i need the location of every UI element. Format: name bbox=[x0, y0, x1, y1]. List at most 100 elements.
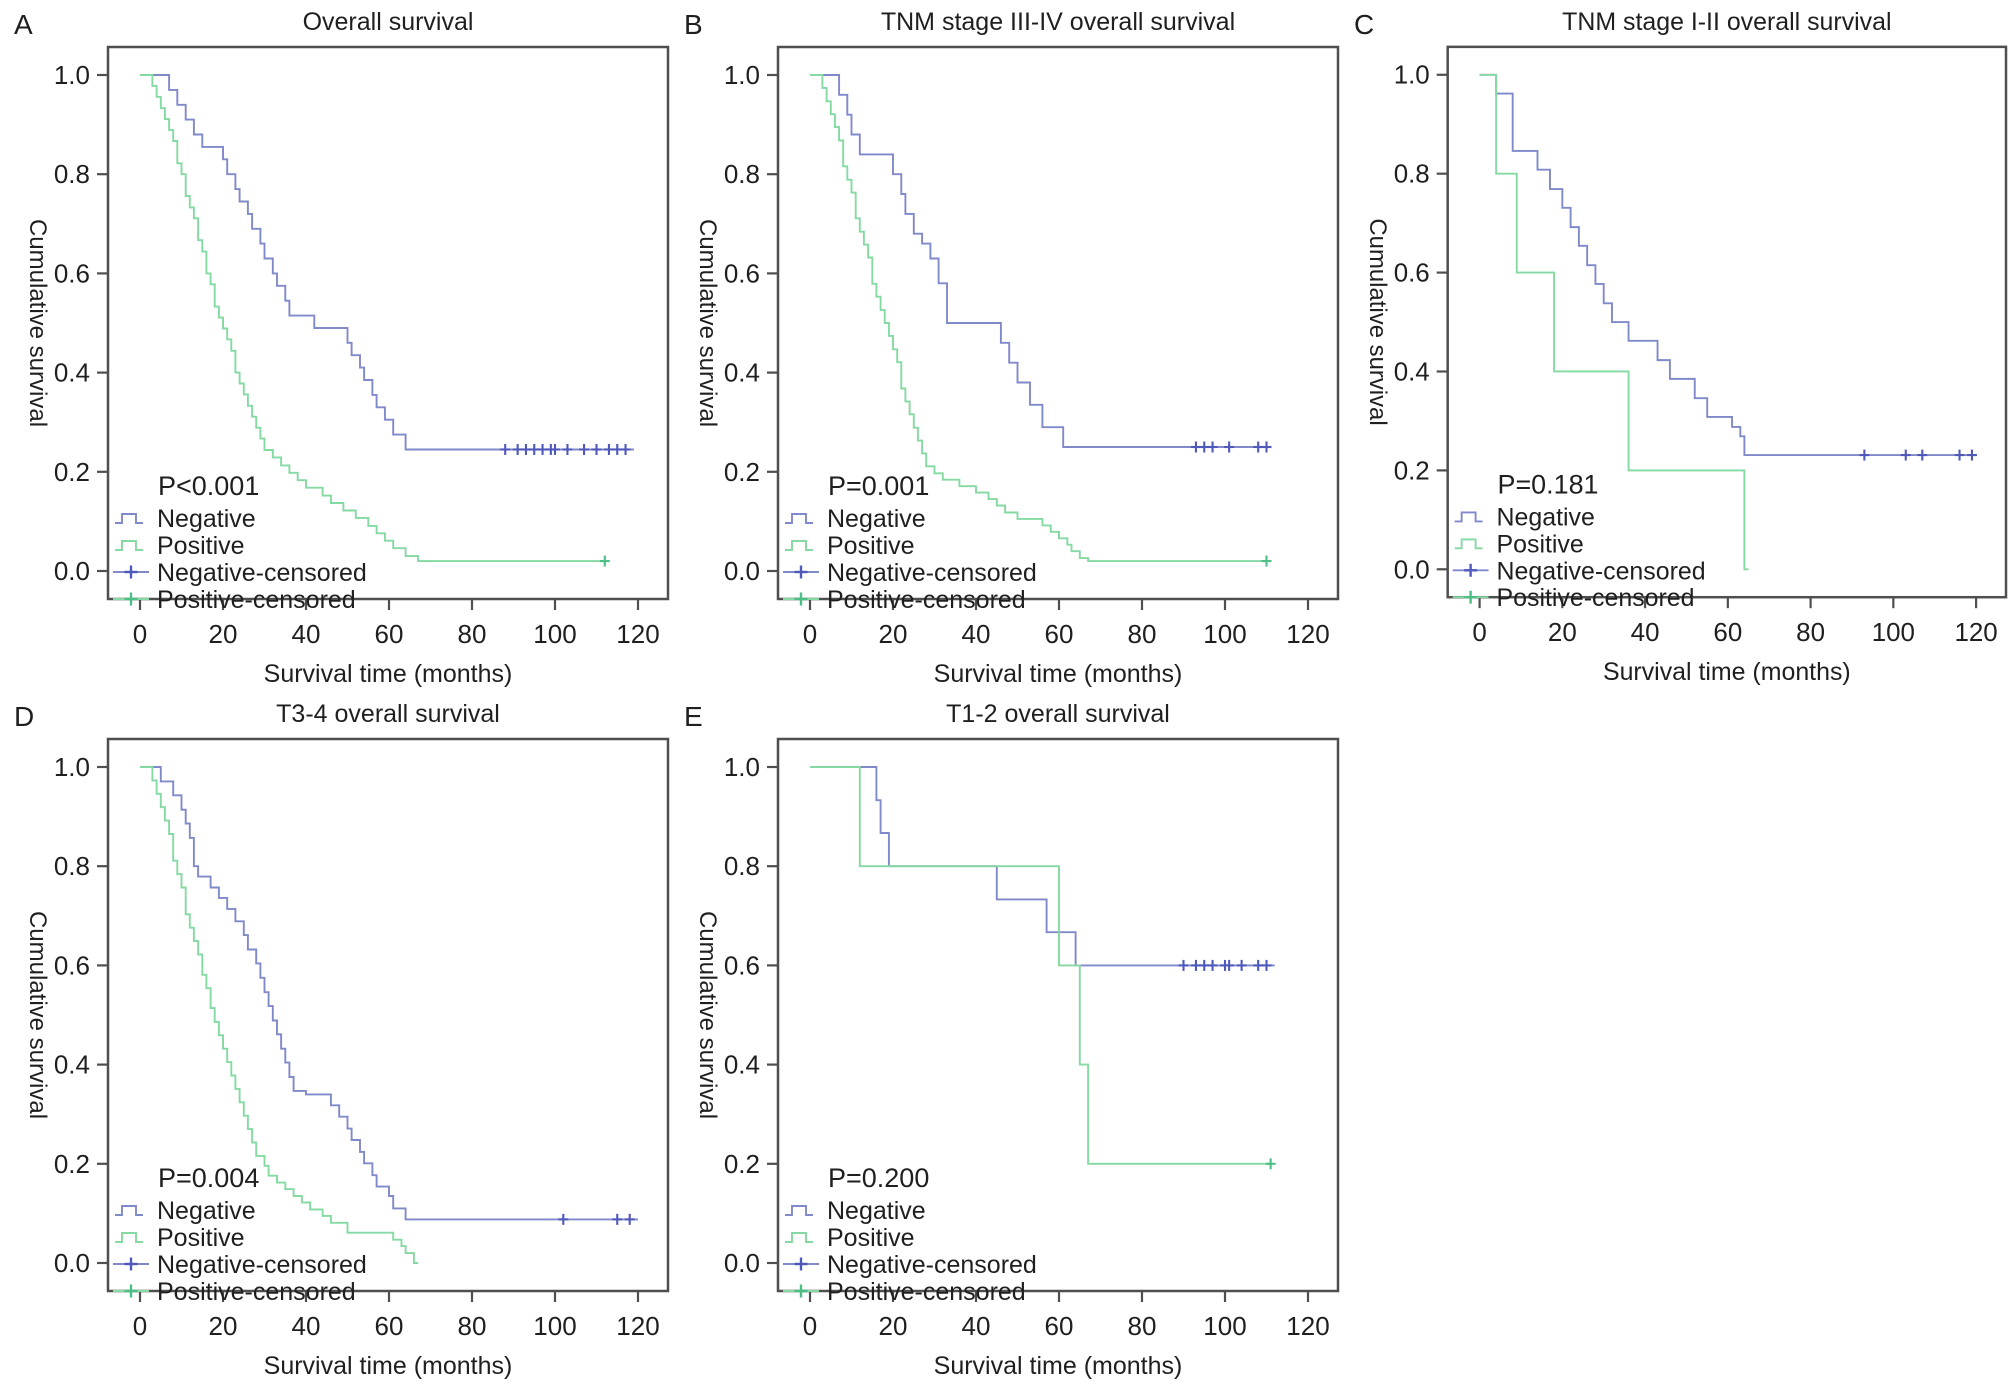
x-tick-label: 100 bbox=[533, 1311, 576, 1341]
x-tick-label: 20 bbox=[209, 1311, 238, 1341]
x-tick-label: 100 bbox=[1872, 619, 1915, 647]
y-tick-label: 0.8 bbox=[54, 851, 90, 881]
x-tick-label: 60 bbox=[375, 1311, 404, 1341]
y-tick-label: 0.8 bbox=[724, 851, 760, 881]
negative-key-icon bbox=[115, 513, 143, 524]
legend-label: Negative-censored bbox=[157, 1251, 367, 1279]
x-axis: 0 20 40 60 80 100 120 bbox=[133, 599, 660, 649]
legend-label: Negative bbox=[157, 1197, 256, 1225]
negative-key-icon bbox=[115, 1205, 143, 1216]
negative-curve bbox=[140, 74, 634, 451]
legend-label: Negative bbox=[1497, 503, 1595, 531]
x-tick-label: 40 bbox=[962, 1311, 991, 1341]
panel-a-cell: A Overall survival 1.0 0.8 0.6 0.4 0.2 0.0 0 20 40… bbox=[0, 0, 670, 692]
positive-curve bbox=[140, 766, 419, 1264]
y-tick-label: 0.6 bbox=[724, 258, 760, 288]
x-axis-title: Survival time (months) bbox=[934, 1352, 1183, 1380]
y-axis: 1.0 0.8 0.6 0.4 0.2 0.0 bbox=[724, 60, 778, 586]
negative-curve bbox=[1479, 73, 1977, 456]
panel-d-chart: D T3-4 overall survival 1.0 0.8 0.6 0.4 0.2 0.0… bbox=[14, 700, 670, 1380]
x-tick-label: 40 bbox=[1631, 619, 1660, 647]
x-tick-label: 120 bbox=[616, 619, 659, 649]
y-axis-title: Cumulative survival bbox=[694, 911, 721, 1119]
x-tick-label: 80 bbox=[1796, 619, 1825, 647]
y-axis-title: Cumulative survival bbox=[694, 219, 721, 427]
legend: P=0.001 NegativePositiveNegative-censored… bbox=[783, 471, 1037, 614]
legend-label: Positive bbox=[827, 532, 915, 560]
y-tick-label: 0.4 bbox=[54, 358, 90, 388]
legend-label: Negative-censored bbox=[827, 1251, 1037, 1279]
legend-label: Negative-censored bbox=[157, 559, 367, 587]
legend-label: Positive-censored bbox=[157, 1278, 356, 1306]
negative-curve bbox=[810, 74, 1271, 448]
x-tick-label: 20 bbox=[1548, 619, 1577, 647]
legend-label: Positive bbox=[827, 1224, 915, 1252]
legend-label: Positive bbox=[157, 1224, 245, 1252]
positive-key-icon bbox=[115, 1232, 143, 1243]
panel-b-chart: B TNM stage III-IV overall survival 1.0 0.8… bbox=[684, 8, 1340, 688]
x-tick-label: 60 bbox=[1045, 1311, 1074, 1341]
positive-key-icon bbox=[1454, 538, 1483, 550]
positive-key-icon bbox=[785, 540, 813, 551]
x-tick-label: 100 bbox=[1203, 1311, 1246, 1341]
y-tick-label: 0.2 bbox=[54, 457, 90, 487]
positive-censor-marks bbox=[1265, 1158, 1276, 1170]
x-tick-label: 20 bbox=[209, 619, 238, 649]
panel-title: TNM stage III-IV overall survival bbox=[881, 8, 1235, 36]
legend: P=0.200 NegativePositiveNegative-censored… bbox=[783, 1163, 1037, 1306]
x-axis: 0 20 40 60 80 100 120 bbox=[803, 1291, 1330, 1341]
y-tick-label: 1.0 bbox=[724, 60, 760, 90]
legend-label: Positive-censored bbox=[157, 586, 356, 614]
y-tick-label: 0.0 bbox=[54, 1248, 90, 1278]
legend-label: Negative-censored bbox=[827, 559, 1037, 587]
x-tick-label: 100 bbox=[533, 619, 576, 649]
negative-curve bbox=[140, 766, 638, 1221]
positive-censor-marks bbox=[599, 555, 610, 567]
x-axis-title: Survival time (months) bbox=[264, 660, 513, 688]
legend-label: Negative bbox=[827, 1197, 926, 1225]
negative-key-icon bbox=[1454, 511, 1483, 523]
p-value-label: P=0.200 bbox=[828, 1163, 929, 1193]
negative-censor-marks bbox=[1190, 441, 1272, 453]
y-axis: 1.0 0.8 0.6 0.4 0.2 0.0 bbox=[54, 60, 108, 586]
y-tick-label: 0.6 bbox=[54, 258, 90, 288]
x-tick-label: 0 bbox=[133, 1311, 147, 1341]
y-tick-label: 0.6 bbox=[54, 950, 90, 980]
panel-title: Overall survival bbox=[303, 8, 474, 36]
negative-key-icon bbox=[785, 1205, 813, 1216]
y-tick-label: 0.4 bbox=[1394, 358, 1430, 386]
y-axis: 1.0 0.8 0.6 0.4 0.2 0.0 bbox=[54, 752, 108, 1278]
y-tick-label: 0.8 bbox=[1394, 161, 1430, 189]
x-tick-label: 0 bbox=[1472, 619, 1486, 647]
x-axis: 0 20 40 60 80 100 120 bbox=[803, 599, 1330, 649]
x-tick-label: 120 bbox=[1286, 619, 1329, 649]
panel-letter: B bbox=[684, 9, 703, 40]
x-tick-label: 80 bbox=[458, 1311, 487, 1341]
x-tick-label: 100 bbox=[1203, 619, 1246, 649]
y-tick-label: 0.0 bbox=[1394, 556, 1430, 584]
x-tick-label: 80 bbox=[1128, 619, 1157, 649]
x-tick-label: 20 bbox=[879, 619, 908, 649]
x-tick-label: 120 bbox=[1286, 1311, 1329, 1341]
panel-e-chart: E T1-2 overall survival 1.0 0.8 0.6 0.4 0.2 0.0… bbox=[684, 700, 1340, 1380]
y-tick-label: 1.0 bbox=[1394, 62, 1430, 90]
panel-letter: E bbox=[684, 701, 703, 732]
y-tick-label: 0.8 bbox=[54, 159, 90, 189]
y-tick-label: 1.0 bbox=[54, 60, 90, 90]
y-tick-label: 0.2 bbox=[724, 1149, 760, 1179]
legend: P=0.004 NegativePositiveNegative-censored… bbox=[113, 1163, 367, 1306]
positive-censor-marks bbox=[1261, 555, 1272, 567]
negative-censor-marks bbox=[500, 443, 631, 455]
x-tick-label: 60 bbox=[1045, 619, 1074, 649]
y-tick-label: 0.6 bbox=[1394, 260, 1430, 288]
positive-curve bbox=[810, 74, 1267, 563]
legend: P=0.181 NegativePositiveNegative-censored… bbox=[1452, 470, 1706, 612]
panel-letter: A bbox=[14, 9, 33, 40]
y-axis-title: Cumulative survival bbox=[24, 911, 51, 1119]
legend: P<0.001 NegativePositiveNegative-censored… bbox=[113, 471, 367, 614]
y-tick-label: 1.0 bbox=[54, 752, 90, 782]
legend-label: Positive-censored bbox=[1497, 584, 1695, 612]
x-tick-label: 80 bbox=[1128, 1311, 1157, 1341]
y-tick-label: 0.2 bbox=[1394, 457, 1430, 485]
y-tick-label: 0.4 bbox=[724, 358, 760, 388]
